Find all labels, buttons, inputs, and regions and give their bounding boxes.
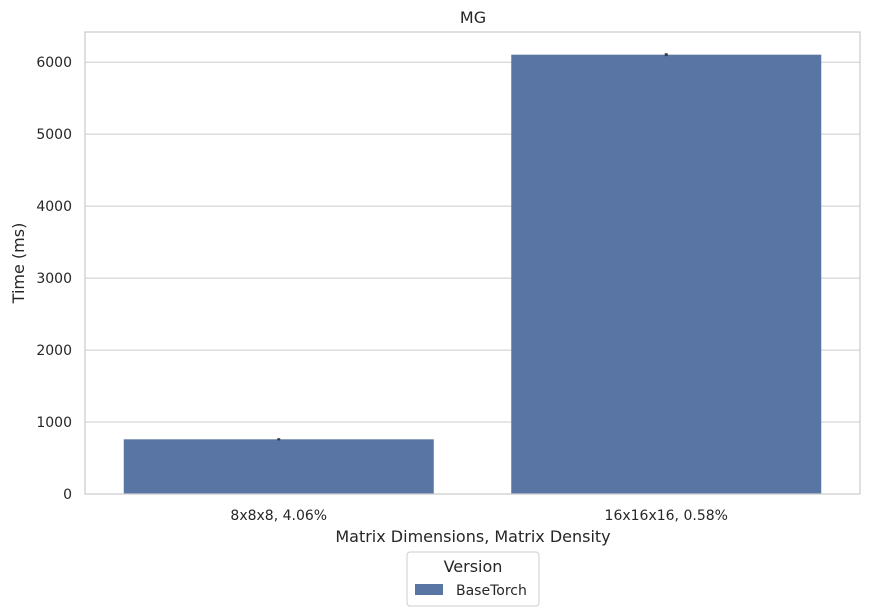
bars — [123, 54, 822, 495]
legend-title: Version — [444, 557, 503, 576]
y-axis-label: Time (ms) — [9, 223, 28, 305]
bar-0 — [123, 439, 434, 494]
gridlines — [85, 61, 860, 495]
chart-title: MG — [460, 8, 486, 27]
legend-swatch-basetorch — [415, 584, 443, 595]
y-tick-label: 3000 — [36, 271, 72, 287]
legend: Version BaseTorch — [406, 551, 540, 607]
y-tick-label: 2000 — [36, 343, 72, 359]
x-tick-label-0: 8x8x8, 4.06% — [230, 508, 327, 524]
y-tick-label: 0 — [63, 487, 72, 503]
error-bars — [277, 53, 668, 441]
x-tick-label-1: 16x16x16, 0.58% — [605, 508, 728, 524]
y-tick-label: 6000 — [36, 55, 72, 71]
y-tick-label: 1000 — [36, 415, 72, 431]
y-tick-labels: 0 1000 2000 3000 4000 5000 6000 — [36, 55, 72, 503]
x-axis-label: Matrix Dimensions, Matrix Density — [335, 527, 610, 546]
legend-entry-basetorch: BaseTorch — [456, 583, 527, 599]
plot-frame — [84, 31, 861, 495]
y-tick-label: 4000 — [36, 199, 72, 215]
y-tick-label: 5000 — [36, 127, 72, 143]
bar-1 — [511, 54, 822, 495]
x-tick-labels: 8x8x8, 4.06% 16x16x16, 0.58% — [230, 508, 728, 524]
